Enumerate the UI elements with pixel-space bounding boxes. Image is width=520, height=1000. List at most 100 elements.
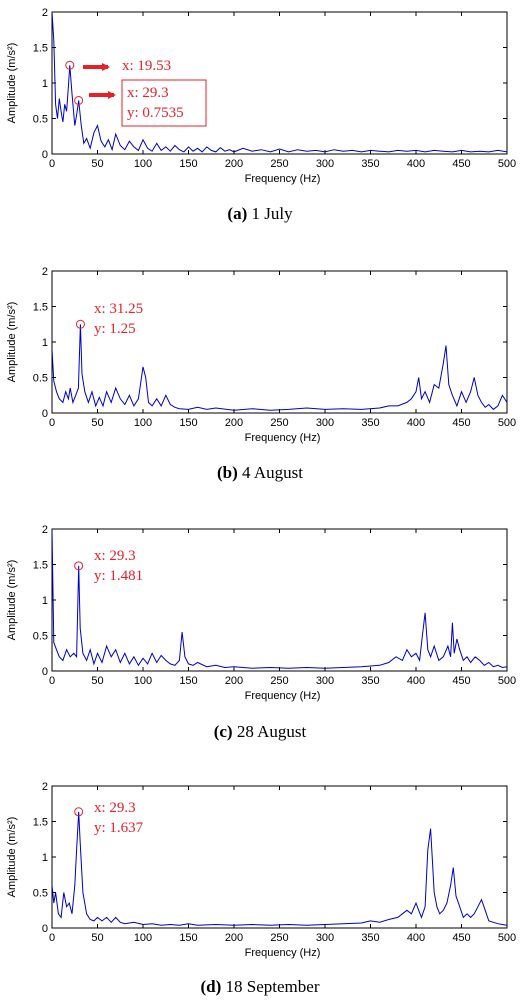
caption-label: (d) — [201, 977, 222, 996]
peak-annotation: x: 29.3 — [94, 800, 136, 816]
y-tick-label: 2 — [42, 781, 48, 793]
x-tick-label: 150 — [179, 158, 197, 170]
x-tick-label: 50 — [91, 158, 103, 170]
plot-area — [51, 270, 508, 414]
plot-area — [51, 11, 508, 155]
x-tick-label: 300 — [316, 158, 334, 170]
peak-annotation: y: 1.25 — [94, 321, 136, 337]
y-tick-label: 0.5 — [33, 114, 48, 126]
peak-annotation: y: 1.481 — [94, 568, 143, 584]
x-tick-label: 450 — [452, 675, 470, 687]
x-tick-label: 450 — [452, 417, 470, 429]
y-tick-label: 1 — [42, 78, 48, 90]
x-axis-label: Frequency (Hz) — [245, 173, 321, 185]
y-tick-label: 1.5 — [33, 302, 48, 314]
panel-caption: (a) 1 July — [227, 204, 293, 223]
peak-marker — [74, 96, 84, 106]
y-tick-label: 0.5 — [33, 373, 48, 385]
peak-annotation: x: 19.53 — [122, 58, 171, 74]
x-axis-label: Frequency (Hz) — [245, 432, 321, 444]
x-tick-label: 250 — [270, 932, 288, 944]
x-tick-label: 50 — [91, 675, 103, 687]
y-tick-label: 0.5 — [33, 888, 48, 900]
peak-marker — [65, 60, 75, 70]
y-tick-label: 2 — [42, 524, 48, 536]
y-tick-label: 1 — [42, 852, 48, 864]
x-tick-label: 300 — [316, 675, 334, 687]
x-tick-label: 400 — [407, 932, 425, 944]
chart-panel-4: 0 50 100 150 200 250 300 350 400 450 500 0 0.5 1 1.5 2 F… — [6, 781, 516, 996]
peak-marker — [75, 319, 85, 329]
peak-annotation: y: 0.7535 — [127, 105, 184, 121]
x-tick-label: 200 — [225, 158, 243, 170]
x-tick-label: 200 — [225, 417, 243, 429]
y-tick-label: 1 — [42, 337, 48, 349]
x-tick-label: 50 — [91, 417, 103, 429]
y-tick-label: 1 — [42, 595, 48, 607]
peak-annotation: y: 1.637 — [94, 820, 144, 836]
caption-label: (b) — [217, 463, 238, 482]
series-line — [52, 811, 507, 926]
peak-annotation: x: 31.25 — [94, 301, 143, 317]
plot-area — [51, 785, 508, 929]
y-tick-label: 2 — [42, 7, 48, 19]
x-tick-label: 350 — [361, 675, 379, 687]
x-tick-label: 100 — [134, 675, 152, 687]
caption-text: 1 July — [247, 204, 293, 223]
x-tick-label: 200 — [225, 675, 243, 687]
x-tick-label: 500 — [498, 417, 516, 429]
x-tick-label: 200 — [225, 932, 243, 944]
x-tick-label: 350 — [361, 932, 379, 944]
annotation-box — [121, 79, 207, 127]
x-axis-label: Frequency (Hz) — [245, 690, 321, 702]
y-tick-label: 0 — [42, 149, 48, 161]
x-tick-label: 450 — [452, 158, 470, 170]
x-tick-label: 400 — [407, 675, 425, 687]
x-tick-label: 100 — [134, 417, 152, 429]
y-tick-label: 1.5 — [33, 817, 48, 829]
y-tick-label: 0 — [42, 408, 48, 420]
x-tick-label: 100 — [134, 158, 152, 170]
y-tick-label: 1.5 — [33, 560, 48, 572]
panel-caption: (c) 28 August — [214, 722, 307, 741]
x-tick-label: 0 — [49, 932, 55, 944]
x-tick-label: 250 — [270, 675, 288, 687]
panel-caption: (b) 4 August — [217, 463, 303, 482]
chart-panel-1: 0 50 100 150 200 250 300 350 400 450 500 0 0.5 1 1.5 2 F… — [6, 7, 516, 223]
x-tick-label: 500 — [498, 932, 516, 944]
x-tick-label: 500 — [498, 158, 516, 170]
x-tick-label: 0 — [49, 675, 55, 687]
caption-label: (a) — [227, 204, 247, 223]
y-tick-label: 0 — [42, 666, 48, 678]
chart-panel-2: 0 50 100 150 200 250 300 350 400 450 500 0 0.5 1 1.5 2 F… — [6, 266, 516, 482]
y-tick-label: 0.5 — [33, 631, 48, 643]
x-tick-label: 500 — [498, 675, 516, 687]
x-tick-label: 150 — [179, 675, 197, 687]
x-tick-label: 50 — [91, 932, 103, 944]
x-tick-label: 400 — [407, 158, 425, 170]
x-tick-label: 300 — [316, 932, 334, 944]
x-tick-label: 0 — [49, 158, 55, 170]
x-tick-label: 350 — [361, 417, 379, 429]
caption-text: 18 September — [221, 977, 320, 996]
y-axis-label: Amplitude (m/s²) — [6, 817, 18, 898]
y-tick-label: 1.5 — [33, 43, 48, 55]
x-tick-label: 0 — [49, 417, 55, 429]
y-axis-label: Amplitude (m/s²) — [6, 43, 18, 124]
series-line — [52, 529, 507, 669]
y-tick-label: 0 — [42, 923, 48, 935]
caption-text: 28 August — [233, 722, 307, 741]
x-tick-label: 250 — [270, 417, 288, 429]
caption-label: (c) — [214, 722, 233, 741]
x-axis-label: Frequency (Hz) — [245, 947, 321, 959]
x-tick-label: 400 — [407, 417, 425, 429]
x-tick-label: 300 — [316, 417, 334, 429]
peak-marker — [74, 807, 84, 817]
peak-annotation: x: 29.3 — [127, 85, 169, 101]
plot-area — [51, 528, 508, 672]
chart-panel-3: 0 50 100 150 200 250 300 350 400 450 500 0 0.5 1 1.5 2 F… — [6, 524, 516, 741]
series-line — [52, 12, 507, 153]
caption-text: 4 August — [238, 463, 303, 482]
peak-marker — [74, 561, 84, 571]
